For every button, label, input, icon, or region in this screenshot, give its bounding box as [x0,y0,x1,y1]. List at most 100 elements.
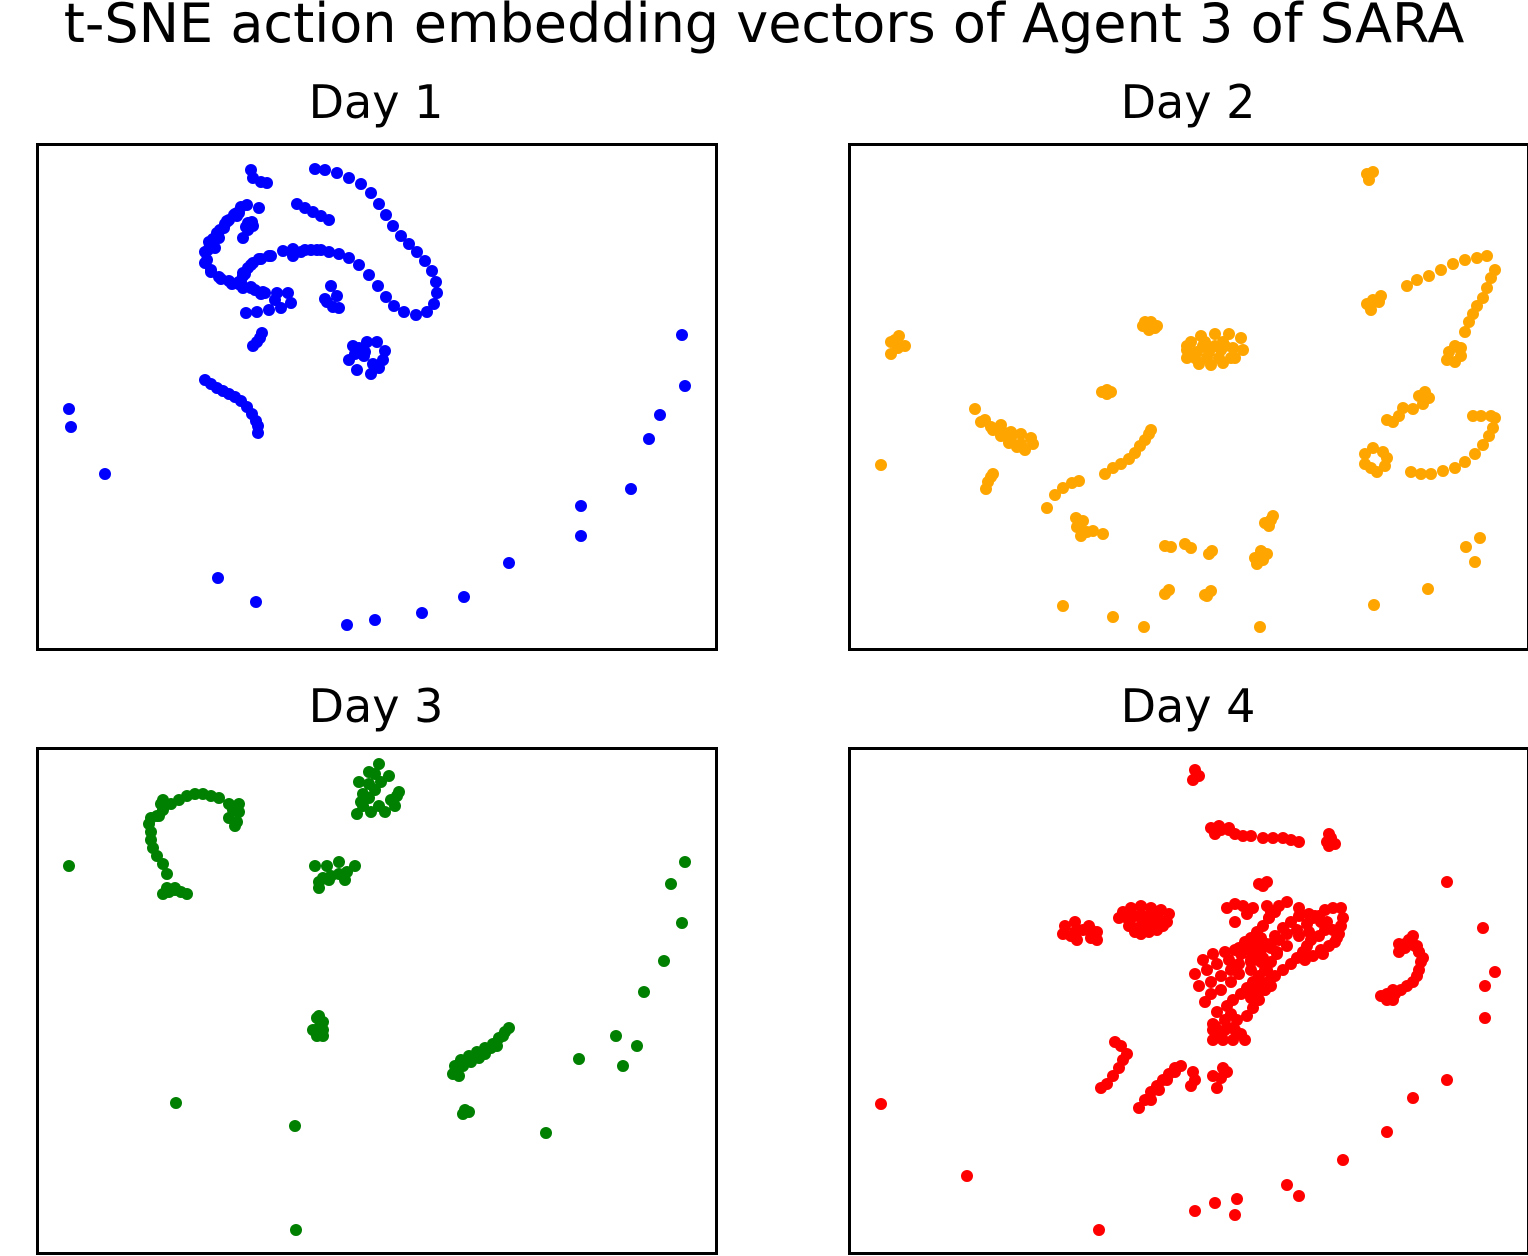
scatter-point [325,280,337,292]
scatter-point [253,202,265,214]
scatter-plot-day-1 [63,163,691,631]
scatter-point [1313,930,1325,942]
scatter-point [1109,1036,1121,1048]
scatter-point [319,164,331,176]
scatter-point [181,888,193,900]
scatter-point [99,468,111,480]
scatter-point [379,345,391,357]
scatter-point [1215,970,1227,982]
scatter-point [331,290,343,302]
scatter-point [261,177,273,189]
scatter-point [975,416,987,428]
scatter-point [317,1024,329,1036]
scatter-point [1381,1126,1393,1138]
scatter-point [643,433,655,445]
scatter-point [1281,1179,1293,1191]
scatter-point [315,244,327,256]
scatter-point [333,856,345,868]
scatter-point [1233,968,1245,980]
scatter-point [1259,517,1271,529]
scatter-point [1481,282,1493,294]
scatter-point [625,483,637,495]
scatter-panel-day-1 [36,143,718,651]
scatter-point [654,409,666,421]
scatter-point [1245,956,1257,968]
scatter-point [343,354,355,366]
scatter-point [430,276,442,288]
scatter-point [1467,410,1479,422]
scatter-point [503,557,515,569]
scatter-point [969,403,981,415]
scatter-point [1213,820,1225,832]
scatter-point [899,340,911,352]
scatter-point [391,790,403,802]
scatter-point [233,798,245,810]
scatter-point [263,250,275,262]
scatter-point [313,1010,325,1022]
scatter-point [1337,1154,1349,1166]
scatter-point [377,354,389,366]
scatter-point [540,1127,552,1139]
scatter-point [319,293,331,305]
scatter-point [1293,902,1305,914]
scatter-point [1337,912,1349,924]
scatter-panel-day-3 [36,747,718,1255]
scatter-point [250,596,262,608]
scatter-point [1211,1082,1223,1094]
scatter-point [1041,502,1053,514]
scatter-point [1189,764,1201,776]
scatter-point [428,298,440,310]
scatter-point [251,306,263,318]
scatter-panel-day-4 [848,747,1528,1255]
scatter-point [1471,252,1483,264]
scatter-point [383,770,395,782]
scatter-point [1377,446,1389,458]
scatter-point [987,468,999,480]
scatter-point [1169,1066,1181,1078]
scatter-point [240,307,252,319]
figure-title: t-SNE action embedding vectors of Agent … [63,0,1465,55]
scatter-point [309,860,321,872]
scatter-point [290,1224,302,1236]
scatter-point [1073,475,1085,487]
scatter-point [363,778,375,790]
scatter-point [1151,320,1163,332]
scatter-point [339,874,351,886]
scatter-point [365,368,377,380]
panel-title-day-2: Day 2 [1120,75,1256,129]
scatter-point [257,286,269,298]
scatter-point [353,259,365,271]
scatter-point [1401,280,1413,292]
scatter-point [1189,352,1201,364]
scatter-point [1257,832,1269,844]
scatter-point [1145,1094,1157,1106]
scatter-point [1201,590,1213,602]
scatter-point [1449,462,1461,474]
scatter-point [343,252,355,264]
scatter-point [295,246,307,258]
scatter-point [1245,830,1257,842]
scatter-point [170,1097,182,1109]
scatter-point [1479,980,1491,992]
scatter-point [1368,599,1380,611]
scatter-point [676,917,688,929]
scatter-point [1435,264,1447,276]
scatter-point [1097,528,1109,540]
scatter-point [1225,976,1237,988]
scatter-point [380,291,392,303]
scatter-point [323,214,335,226]
scatter-point [213,792,225,804]
scatter-point [1425,468,1437,480]
scatter-point [573,1053,585,1065]
scatter-point [658,955,670,967]
scatter-point [372,280,384,292]
scatter-point [161,868,173,880]
scatter-point [1293,836,1305,848]
scatter-point [1459,254,1471,266]
scatter-point [269,294,281,306]
scatter-point [1441,1074,1453,1086]
scatter-plot-day-3 [63,758,691,1236]
scatter-point [1219,340,1231,352]
scatter-point [245,281,257,293]
scatter-point [1443,346,1455,358]
